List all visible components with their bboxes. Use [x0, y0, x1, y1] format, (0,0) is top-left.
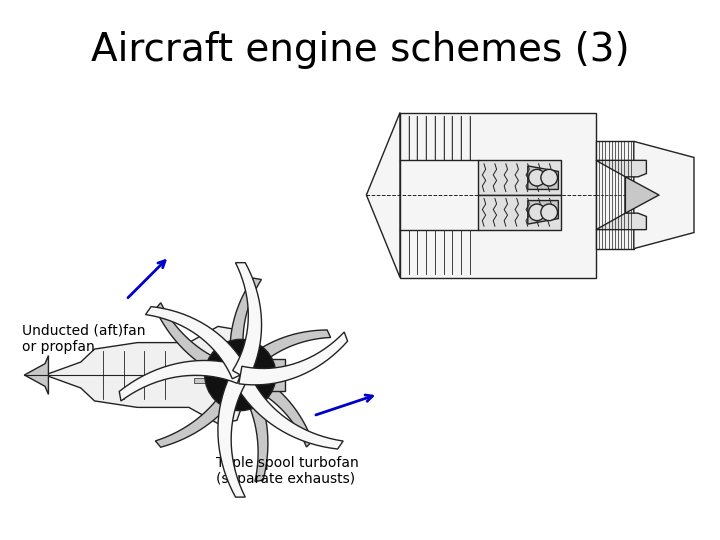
Polygon shape [235, 330, 330, 380]
Polygon shape [145, 307, 248, 379]
Polygon shape [528, 200, 559, 224]
Bar [400, 112, 596, 278]
Bar [194, 378, 225, 383]
Polygon shape [239, 332, 348, 385]
Text: Aircraft engine schemes (3): Aircraft engine schemes (3) [91, 31, 629, 69]
Polygon shape [634, 141, 694, 248]
Polygon shape [218, 370, 248, 497]
Bar [194, 367, 225, 372]
Polygon shape [234, 370, 268, 482]
Circle shape [204, 339, 276, 410]
Polygon shape [596, 160, 647, 177]
Polygon shape [230, 278, 261, 377]
Polygon shape [233, 371, 343, 449]
Polygon shape [596, 213, 647, 230]
Bar [478, 195, 561, 230]
Circle shape [541, 204, 557, 221]
Polygon shape [156, 372, 247, 447]
Bar [596, 141, 634, 248]
Circle shape [528, 204, 545, 221]
Polygon shape [238, 368, 312, 447]
Polygon shape [233, 262, 261, 380]
Polygon shape [156, 303, 243, 382]
Bar [478, 160, 561, 195]
Polygon shape [626, 177, 659, 213]
Text: Unducted (aft)fan
or propfan: Unducted (aft)fan or propfan [22, 324, 145, 354]
Polygon shape [366, 112, 400, 278]
Bar [271, 359, 285, 391]
Circle shape [528, 170, 545, 186]
Text: Triple spool turbofan
(separate exhausts): Triple spool turbofan (separate exhausts… [216, 456, 359, 487]
Polygon shape [45, 326, 247, 423]
Circle shape [541, 170, 557, 186]
Polygon shape [120, 361, 243, 401]
Polygon shape [24, 355, 48, 394]
Polygon shape [528, 166, 559, 190]
